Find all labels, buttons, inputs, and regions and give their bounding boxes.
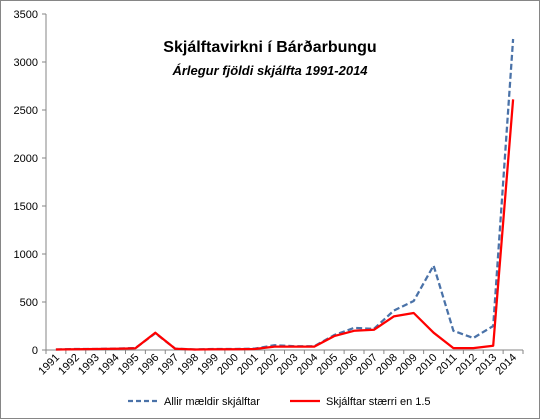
x-tick-label: 1998 [175, 352, 201, 378]
x-tick-label: 1991 [36, 352, 62, 378]
series-lines-group [55, 38, 515, 351]
y-tick-label: 0 [32, 345, 38, 357]
x-tick-label: 1996 [136, 352, 162, 378]
x-tick-label: 1994 [96, 352, 122, 378]
legend: Allir mældir skjálftar Skjálftar stærri e… [128, 396, 431, 408]
x-tick-label: 2002 [255, 352, 281, 378]
y-tick-label: 2000 [14, 153, 38, 165]
series-line-1 [55, 99, 515, 351]
y-tick-label: 1500 [14, 201, 38, 213]
y-tick-label: 500 [20, 297, 38, 309]
x-tick-label: 1995 [116, 352, 142, 378]
x-tick-label: 2001 [235, 352, 261, 378]
x-tick-label: 2007 [354, 352, 380, 378]
x-tick-label: 2003 [275, 352, 301, 378]
y-tick-label: 1000 [14, 249, 38, 261]
x-tick-label: 1999 [195, 352, 221, 378]
x-tick-label: 2008 [374, 352, 400, 378]
x-tick-label: 1993 [76, 352, 102, 378]
x-tick-label: 2006 [334, 352, 360, 378]
axes-group [42, 13, 524, 354]
y-tick-label: 3500 [14, 9, 38, 21]
chart-subtitle: Árlegur fjöldi skjálfta 1991-2014 [171, 63, 368, 78]
x-tick-label: 2004 [295, 352, 321, 378]
x-tick-label: 2011 [434, 352, 459, 377]
chart-title: Skjálftavirkni í Bárðarbungu [163, 39, 376, 56]
x-tick-label: 2013 [474, 352, 500, 378]
x-tick-label: 1992 [56, 352, 82, 378]
x-tick-label: 1997 [156, 352, 182, 378]
x-tick-label: 2009 [394, 352, 420, 378]
x-tick-label: 2010 [414, 352, 440, 378]
x-tick-label: 2005 [315, 352, 341, 378]
x-tick-label: 2014 [493, 352, 519, 378]
legend-label-0: Allir mældir skjálftar [164, 396, 260, 408]
title-backdrop [124, 32, 416, 84]
x-tick-label: 2012 [454, 352, 480, 378]
y-tick-label: 2500 [14, 105, 38, 117]
legend-label-1: Skjálftar stærri en 1.5 [326, 396, 431, 408]
y-tick-label: 3000 [14, 57, 38, 69]
x-tick-label: 2000 [215, 352, 241, 378]
series-line-0 [55, 38, 515, 351]
